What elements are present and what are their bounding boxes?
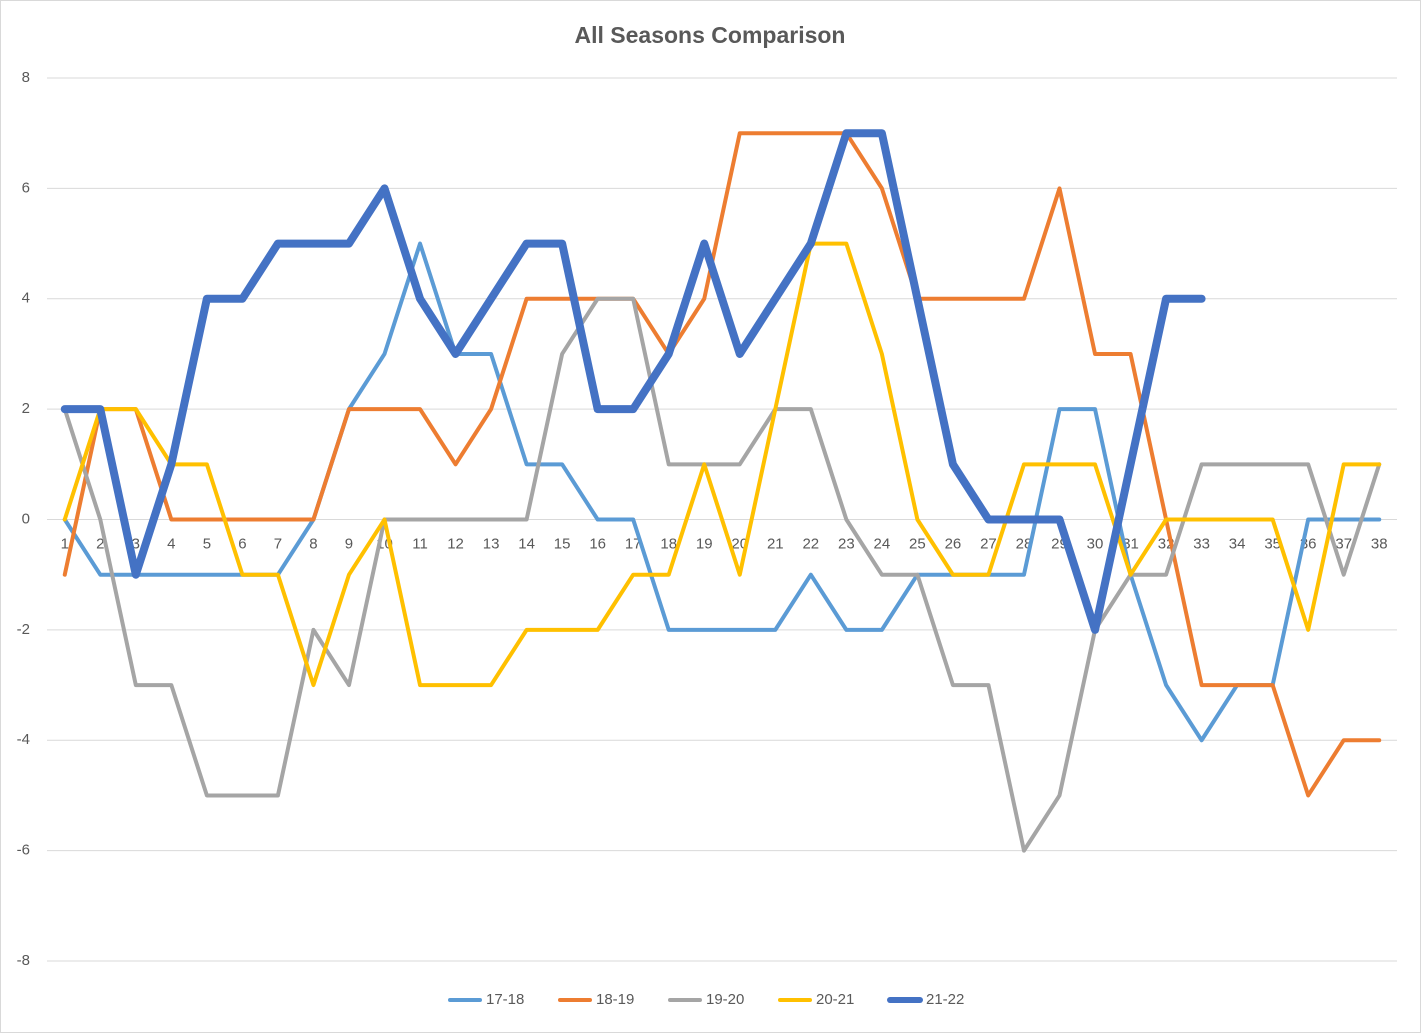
x-tick-label: 30 — [1087, 535, 1104, 552]
x-tick-label: 21 — [767, 535, 784, 552]
y-tick-label: -8 — [17, 952, 30, 969]
legend-label: 20-21 — [816, 991, 854, 1008]
x-tick-label: 4 — [167, 535, 175, 552]
x-tick-label: 37 — [1335, 535, 1352, 552]
x-tick-label: 7 — [274, 535, 282, 552]
x-tick-label: 34 — [1229, 535, 1246, 552]
series-line — [60, 129, 1206, 634]
y-tick-label: 8 — [22, 69, 30, 86]
x-tick-label: 15 — [554, 535, 571, 552]
legend-label: 18-19 — [596, 991, 634, 1008]
chart-title: All Seasons Comparison — [575, 22, 846, 48]
y-tick-label: -6 — [17, 842, 30, 859]
x-tick-label: 18 — [660, 535, 677, 552]
legend-label: 17-18 — [486, 991, 524, 1008]
x-tick-label: 9 — [345, 535, 353, 552]
x-tick-label: 25 — [909, 535, 926, 552]
x-tick-label: 3 — [132, 535, 140, 552]
x-tick-label: 5 — [203, 535, 211, 552]
x-tick-label: 16 — [589, 535, 606, 552]
x-tick-label: 24 — [874, 535, 891, 552]
y-tick-label: 2 — [22, 400, 30, 417]
y-tick-label: 0 — [22, 510, 30, 527]
x-tick-label: 13 — [483, 535, 500, 552]
legend-label: 19-20 — [706, 991, 744, 1008]
x-tick-label: 33 — [1193, 535, 1210, 552]
series-line — [62, 241, 1382, 743]
x-tick-label: 35 — [1264, 535, 1281, 552]
x-tick-label: 12 — [447, 535, 464, 552]
y-tick-label: 6 — [22, 179, 30, 196]
x-tick-label: 6 — [238, 535, 246, 552]
x-tick-label: 23 — [838, 535, 855, 552]
y-tick-label: 4 — [22, 290, 30, 307]
series-line — [62, 296, 1382, 853]
x-tick-label: 22 — [802, 535, 819, 552]
x-tick-label: 8 — [309, 535, 317, 552]
x-tick-label: 14 — [518, 535, 535, 552]
x-tick-label: 27 — [980, 535, 997, 552]
x-tick-label: 2 — [96, 535, 104, 552]
series-line — [62, 241, 1382, 688]
legend-label: 21-22 — [926, 991, 964, 1008]
series-line — [62, 131, 1382, 798]
y-tick-label: -4 — [17, 731, 30, 748]
y-tick-label: -2 — [17, 621, 30, 638]
x-tick-label: 17 — [625, 535, 642, 552]
x-tick-label: 11 — [412, 535, 428, 552]
x-tick-label: 1 — [61, 535, 69, 552]
x-tick-label: 38 — [1371, 535, 1388, 552]
x-tick-label: 26 — [945, 535, 962, 552]
x-tick-label: 19 — [696, 535, 713, 552]
